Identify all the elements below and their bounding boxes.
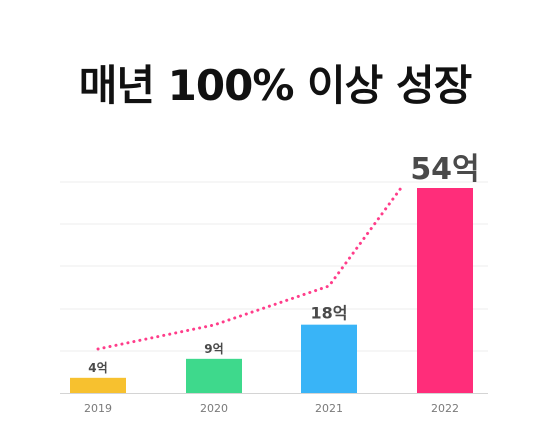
bar-2020 <box>186 358 242 393</box>
bar-2019 <box>70 377 126 393</box>
value-label-2019: 4억 <box>88 361 107 375</box>
x-tick-label-2019: 2019 <box>84 402 112 415</box>
chart-grid <box>60 181 488 352</box>
bar-2021 <box>301 324 357 393</box>
value-label-2021: 18억 <box>311 304 348 323</box>
bars-group <box>70 188 473 393</box>
value-labels-group: 4억 9억 18억 54억 <box>88 152 479 375</box>
x-tick-label-2022: 2022 <box>431 402 459 415</box>
value-label-2022: 54억 <box>410 152 479 187</box>
x-tick-label-2021: 2021 <box>315 402 343 415</box>
x-tick-labels-group: 2019 2020 2021 2022 <box>84 402 459 415</box>
bar-2022 <box>417 188 473 393</box>
value-label-2020: 9억 <box>204 342 223 356</box>
x-tick-label-2020: 2020 <box>200 402 228 415</box>
chart-title: 매년 100% 이상 성장 <box>78 61 472 110</box>
